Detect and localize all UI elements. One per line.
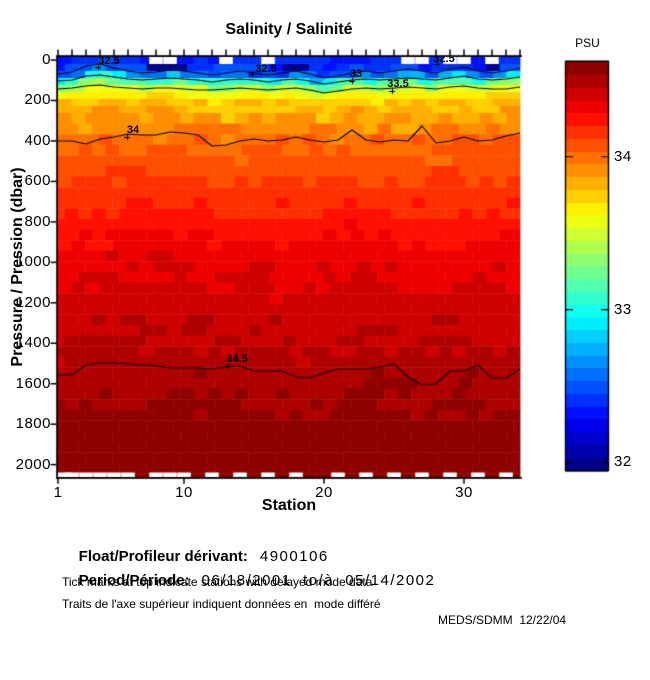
x-axis-label: Station: [261, 497, 317, 514]
period-label: Period/Période:: [78, 572, 190, 589]
y-axis-label: Pressure / Pression (dbar): [9, 167, 26, 367]
float-label: Float/Profileur dérivant:: [78, 548, 248, 565]
note-french: Traits de l'axe supérieur indiquent donn…: [62, 597, 381, 611]
colorbar-unit-label: PSU: [575, 36, 600, 50]
period-line: Period/Période: 06/18/2001 to/à 05/14/200…: [62, 555, 435, 606]
credit-text: MEDS/SDMM 12/22/04: [438, 613, 567, 627]
float-value: 4900106: [259, 548, 329, 565]
period-value: 06/18/2001 to/à 05/14/2002: [201, 572, 436, 589]
note-english: Tick marks at top indicate stations with…: [62, 575, 373, 589]
figure-title: Salinity / Salinité: [225, 21, 353, 38]
float-id-line: Float/Profileur dérivant: 4900106: [62, 531, 329, 582]
